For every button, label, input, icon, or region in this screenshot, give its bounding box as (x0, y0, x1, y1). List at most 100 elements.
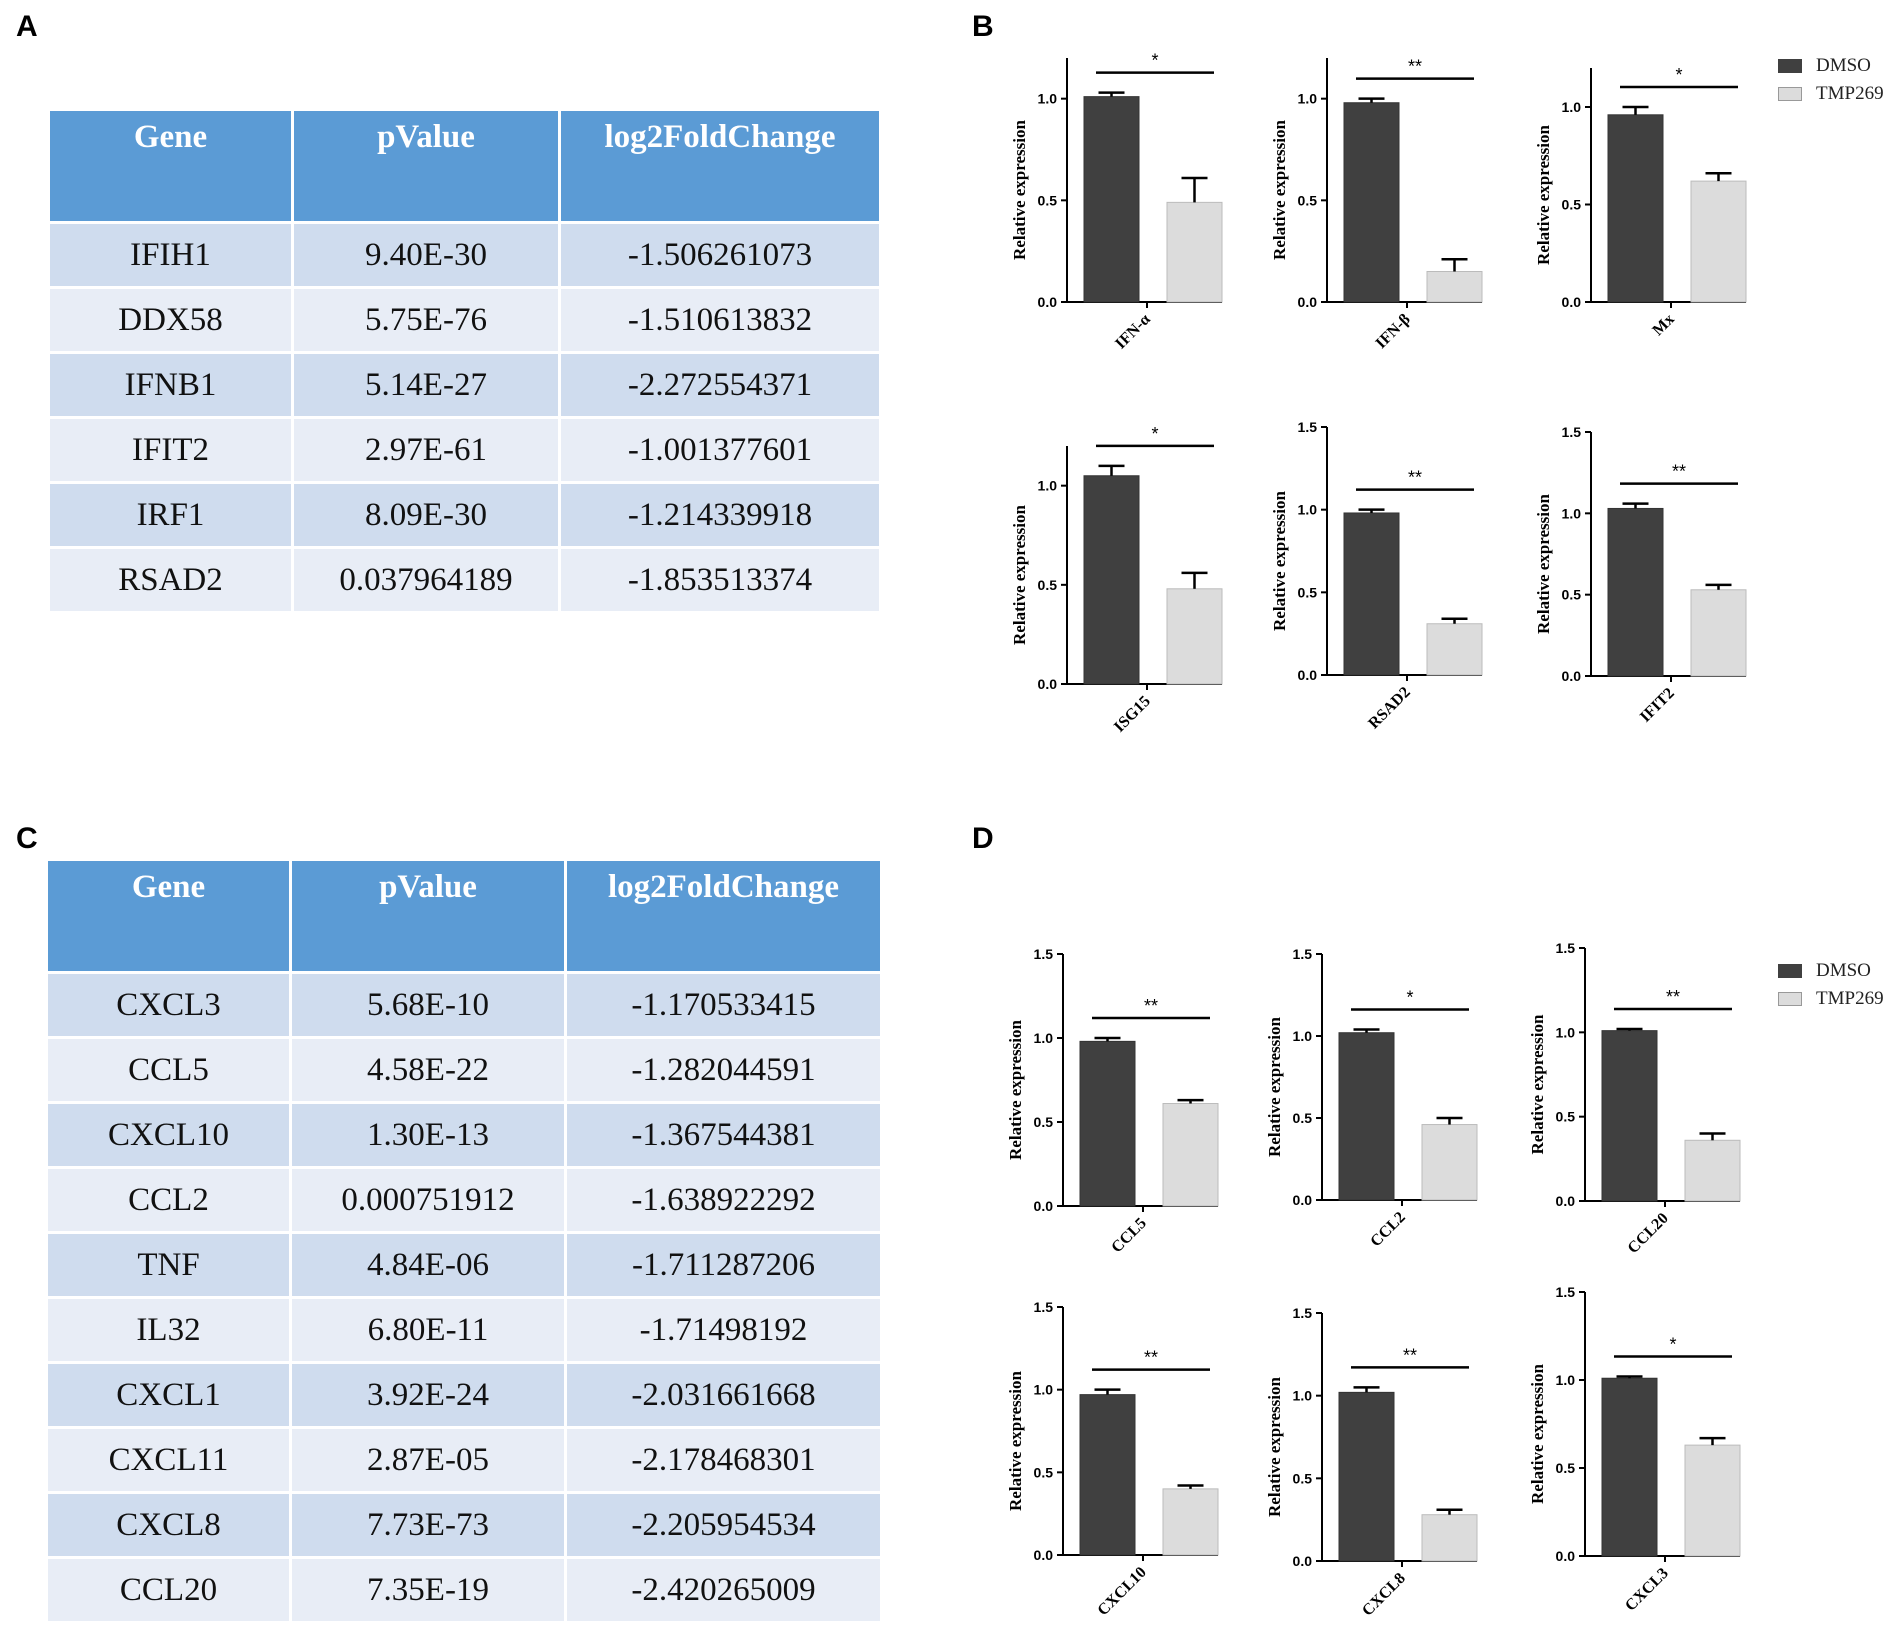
bar-dmso-cxcl3 (1601, 1377, 1658, 1557)
table-row: IRF1 8.09E-30 -1.214339918 (50, 484, 879, 546)
legend-d: DMSO TMP269 (1778, 957, 1884, 1013)
cell-log2fc: -1.001377601 (561, 419, 879, 481)
significance-marker-isg15: * (1151, 424, 1158, 444)
bar-dmso-cxcl8 (1338, 1391, 1395, 1562)
bar-dmso-ccl2 (1338, 1032, 1395, 1201)
bar-tmp269-ccl20 (1684, 1139, 1741, 1202)
y-tick-label-ccl5: 0.5 (1034, 1114, 1054, 1130)
y-tick-label-rsad2: 1.5 (1298, 419, 1318, 435)
y-axis-label-cxcl8: Relative expression (1265, 1376, 1284, 1516)
significance-marker-ccl20: ** (1666, 987, 1680, 1007)
legend-item-tmp269: TMP269 (1778, 80, 1884, 108)
y-tick-label-ccl5: 1.5 (1034, 946, 1054, 962)
y-tick-label-ifit2: 1.0 (1562, 505, 1582, 521)
cell-log2fc: -1.367544381 (567, 1104, 880, 1166)
table-c: Gene pValue log2FoldChange CXCL3 5.68E-10… (45, 858, 883, 1624)
table-row: CXCL8 7.73E-73 -2.205954534 (48, 1494, 880, 1556)
cell-log2fc: -1.638922292 (567, 1169, 880, 1231)
cell-gene: IRF1 (50, 484, 291, 546)
y-axis-label-ifn-: Relative expression (1010, 119, 1029, 259)
y-axis-label-ifit2: Relative expression (1534, 493, 1553, 633)
y-tick-label-ifn-: 0.0 (1038, 294, 1058, 310)
cell-pvalue: 3.92E-24 (292, 1364, 564, 1426)
significance-marker-ifit2: ** (1672, 462, 1686, 482)
table-row: IFIH1 9.40E-30 -1.506261073 (50, 224, 879, 286)
significance-marker-cxcl3: * (1669, 1334, 1676, 1354)
bar-dmso-mx (1607, 114, 1664, 303)
x-category-label-ifn-: IFN-β (1373, 311, 1414, 352)
cell-log2fc: -2.420265009 (567, 1559, 880, 1621)
y-tick-label-ccl20: 0.0 (1556, 1193, 1576, 1209)
cell-gene: CCL5 (48, 1039, 289, 1101)
cell-gene: CCL2 (48, 1169, 289, 1231)
y-tick-label-isg15: 0.5 (1038, 577, 1058, 593)
y-tick-label-cxcl3: 1.0 (1556, 1372, 1576, 1388)
significance-marker-cxcl10: ** (1144, 1348, 1158, 1368)
y-tick-label-cxcl8: 0.5 (1293, 1470, 1313, 1486)
significance-marker-ccl2: * (1406, 987, 1413, 1007)
y-tick-label-mx: 1.0 (1562, 99, 1582, 115)
cell-log2fc: -1.71498192 (567, 1299, 880, 1361)
bar-tmp269-mx (1690, 180, 1747, 303)
y-tick-label-isg15: 0.0 (1038, 676, 1058, 692)
y-tick-label-cxcl10: 0.0 (1034, 1547, 1054, 1563)
cell-gene: CXCL3 (48, 974, 289, 1036)
table-header-row: Gene pValue log2FoldChange (50, 111, 879, 221)
cell-log2fc: -1.282044591 (567, 1039, 880, 1101)
cell-pvalue: 4.84E-06 (292, 1234, 564, 1296)
bar-dmso-ifn- (1083, 96, 1140, 303)
table-row: DDX58 5.75E-76 -1.510613832 (50, 289, 879, 351)
panel-label-d: D (972, 822, 994, 855)
y-tick-label-ccl5: 1.0 (1034, 1030, 1054, 1046)
legend-swatch-tmp269 (1778, 992, 1802, 1006)
y-axis-label-mx: Relative expression (1534, 124, 1553, 264)
cell-log2fc: -2.031661668 (567, 1364, 880, 1426)
cell-log2fc: -1.711287206 (567, 1234, 880, 1296)
table-row: CXCL1 3.92E-24 -2.031661668 (48, 1364, 880, 1426)
legend-label-dmso: DMSO (1816, 960, 1871, 981)
cell-pvalue: 9.40E-30 (294, 224, 558, 286)
bar-dmso-ifn- (1343, 102, 1400, 303)
legend-label-dmso: DMSO (1816, 55, 1871, 76)
header-log2foldchange: log2FoldChange (567, 861, 880, 971)
header-pvalue: pValue (294, 111, 558, 221)
significance-marker-cxcl8: ** (1403, 1345, 1417, 1365)
cell-pvalue: 0.037964189 (294, 549, 558, 611)
table-row: IFNB1 5.14E-27 -2.272554371 (50, 354, 879, 416)
header-log2foldchange: log2FoldChange (561, 111, 879, 221)
cell-log2fc: -1.170533415 (567, 974, 880, 1036)
cell-pvalue: 2.97E-61 (294, 419, 558, 481)
cell-gene: TNF (48, 1234, 289, 1296)
significance-marker-ccl5: ** (1144, 996, 1158, 1016)
table-row: RSAD2 0.037964189 -1.853513374 (50, 549, 879, 611)
y-tick-label-ccl20: 1.0 (1556, 1024, 1576, 1040)
x-category-label-isg15: ISG15 (1111, 693, 1154, 736)
x-category-label-rsad2: RSAD2 (1365, 684, 1413, 732)
legend-item-tmp269: TMP269 (1778, 985, 1884, 1013)
header-gene: Gene (50, 111, 291, 221)
bar-tmp269-ccl5 (1162, 1103, 1219, 1207)
cell-gene: CXCL8 (48, 1494, 289, 1556)
bar-tmp269-ccl2 (1421, 1124, 1478, 1201)
y-tick-label-ifit2: 1.5 (1562, 424, 1582, 440)
header-pvalue: pValue (292, 861, 564, 971)
panel-label-a: A (16, 10, 38, 43)
table-row: CXCL3 5.68E-10 -1.170533415 (48, 974, 880, 1036)
bar-tmp269-cxcl10 (1162, 1488, 1219, 1556)
legend-label-tmp269: TMP269 (1816, 988, 1884, 1009)
x-category-label-cxcl10: CXCL10 (1094, 1564, 1149, 1619)
y-tick-label-cxcl8: 1.0 (1293, 1388, 1313, 1404)
significance-marker-rsad2: ** (1408, 468, 1422, 488)
y-tick-label-cxcl10: 1.5 (1034, 1299, 1054, 1315)
legend-b: DMSO TMP269 (1778, 52, 1884, 108)
cell-pvalue: 0.000751912 (292, 1169, 564, 1231)
cell-gene: RSAD2 (50, 549, 291, 611)
table-row: CCL20 7.35E-19 -2.420265009 (48, 1559, 880, 1621)
y-tick-label-ccl2: 1.0 (1293, 1028, 1313, 1044)
y-axis-label-isg15: Relative expression (1010, 504, 1029, 644)
cell-log2fc: -2.272554371 (561, 354, 879, 416)
bar-tmp269-rsad2 (1426, 623, 1483, 676)
y-tick-label-rsad2: 0.5 (1298, 584, 1318, 600)
y-tick-label-ccl2: 1.5 (1293, 946, 1313, 962)
